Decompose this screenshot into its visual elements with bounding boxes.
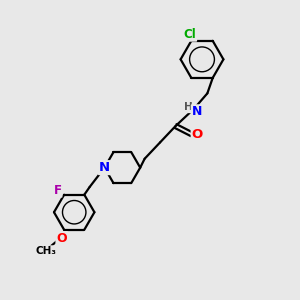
Text: O: O [56,232,67,245]
Text: N: N [192,105,202,118]
Text: O: O [192,128,203,141]
Text: H: H [184,102,193,112]
Text: N: N [99,161,110,174]
Text: CH₃: CH₃ [35,246,56,256]
Text: Cl: Cl [184,28,196,41]
Text: F: F [54,184,61,197]
